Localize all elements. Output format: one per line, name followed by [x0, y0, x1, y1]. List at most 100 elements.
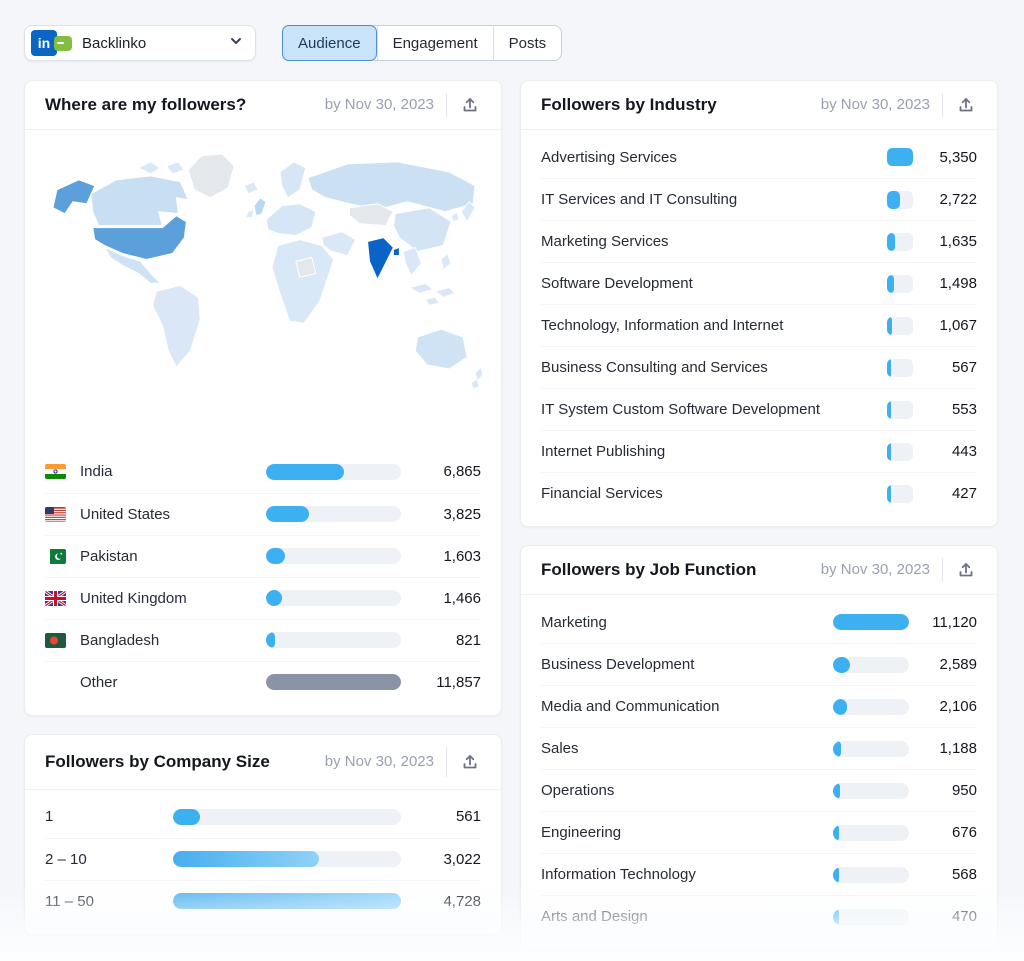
pk-flag-icon [45, 548, 66, 564]
row-value: 2,589 [939, 656, 977, 673]
tab-engagement[interactable]: Engagement [376, 26, 493, 60]
bar-fill [266, 632, 276, 649]
row-value: 1,498 [939, 275, 977, 292]
list-item: India 6,865 [45, 451, 481, 493]
card-date: by Nov 30, 2023 [324, 752, 434, 770]
bar-fill [887, 358, 891, 377]
row-label: Arts and Design [541, 908, 648, 925]
export-button[interactable] [459, 94, 481, 116]
row-value: 1,188 [939, 740, 977, 757]
bar-fill [887, 442, 891, 461]
bar-track [887, 484, 913, 503]
us-flag-icon [45, 506, 66, 522]
right-column: Followers by Industry by Nov 30, 2023 Ad… [520, 80, 998, 950]
row-value: 11,120 [932, 613, 977, 631]
tab-posts[interactable]: Posts [492, 26, 562, 60]
card-title: Followers by Job Function [541, 559, 757, 579]
row-label: IT System Custom Software Development [541, 401, 820, 418]
card-followers-company-size: Followers by Company Size by Nov 30, 202… [24, 733, 502, 935]
bar-fill [266, 590, 283, 607]
bar-track [266, 590, 401, 607]
bar-fill [887, 400, 891, 419]
row-value: 553 [951, 401, 977, 418]
bar-track [887, 232, 913, 251]
topbar: in Backlinko Audience Engagement Posts [0, 0, 1024, 80]
row-value: 950 [951, 782, 977, 799]
world-map[interactable] [25, 130, 501, 445]
card-date: by Nov 30, 2023 [820, 561, 930, 579]
row-label: Sales [541, 740, 579, 757]
bar-fill [266, 506, 310, 523]
header-divider [446, 746, 447, 777]
bar-fill [833, 740, 842, 757]
row-value: 568 [951, 866, 977, 883]
row-label: IT Services and IT Consulting [541, 191, 738, 208]
bar-track [887, 274, 913, 293]
bar-track [266, 632, 401, 649]
account-dropdown[interactable]: in Backlinko [24, 25, 256, 61]
card-header: Where are my followers? by Nov 30, 2023 [25, 81, 501, 130]
list-item: 1 561 [45, 796, 481, 838]
bar-fill [887, 484, 891, 503]
export-button[interactable] [955, 94, 977, 116]
row-label: Marketing Services [541, 233, 669, 250]
row-label: Information Technology [541, 866, 696, 883]
export-icon [959, 98, 973, 112]
row-label: 11 – 50 [45, 892, 94, 910]
card-title: Followers by Company Size [45, 751, 270, 771]
chevron-down-icon [229, 34, 243, 53]
bar-fill [887, 274, 895, 293]
list-item: Marketing 11,120 [541, 601, 977, 643]
row-value: 1,635 [939, 233, 977, 250]
row-label: Bangladesh [80, 631, 160, 649]
row-label: Business Consulting and Services [541, 359, 768, 376]
social-tracker-badge-icon [54, 36, 72, 51]
row-value: 2,106 [939, 698, 977, 715]
bar-track [833, 656, 909, 673]
row-value: 427 [951, 485, 977, 502]
bar-track [173, 893, 401, 910]
export-button[interactable] [955, 559, 977, 581]
list-item: United States 3,825 [45, 492, 481, 535]
list-item: Bangladesh 821 [45, 618, 481, 661]
row-value: 443 [951, 443, 977, 460]
header-divider [942, 558, 943, 582]
bar-track [833, 698, 909, 715]
row-value: 2,722 [939, 191, 977, 208]
list-item: Financial Services 427 [541, 472, 977, 514]
bar-track [266, 463, 401, 480]
card-header: Followers by Company Size by Nov 30, 202… [25, 735, 501, 790]
bar-fill [173, 851, 319, 868]
bar-fill [173, 808, 201, 825]
company-size-list: 1 561 2 – 10 3,022 11 – 50 4,728 [25, 790, 501, 934]
bar-track [266, 674, 401, 691]
row-value: 1,067 [939, 317, 977, 334]
row-label: Technology, Information and Internet [541, 317, 784, 334]
card-followers-geography: Where are my followers? by Nov 30, 2023 [24, 80, 502, 716]
card-title: Where are my followers? [45, 94, 247, 114]
bar-fill [266, 548, 285, 565]
row-label: Operations [541, 782, 615, 799]
bar-fill [266, 463, 345, 480]
bar-track [266, 506, 401, 523]
bd-flag-icon [45, 632, 66, 648]
bar-track [887, 190, 913, 209]
row-value: 821 [455, 631, 481, 649]
list-item: 11 – 50 4,728 [45, 879, 481, 922]
bar-fill [833, 656, 851, 673]
row-value: 4,728 [443, 892, 481, 910]
list-item: Operations 950 [541, 769, 977, 811]
row-label: Internet Publishing [541, 443, 666, 460]
row-label: Business Development [541, 656, 695, 673]
export-icon [463, 754, 477, 769]
export-button[interactable] [459, 751, 481, 773]
list-item: Pakistan 1,603 [45, 534, 481, 577]
list-item: Internet Publishing 443 [541, 430, 977, 472]
row-label: Advertising Services [541, 148, 677, 166]
list-item: Sales 1,188 [541, 727, 977, 769]
bar-track [833, 740, 909, 757]
bar-track [887, 316, 913, 335]
row-label: Marketing [541, 613, 607, 631]
bar-track [887, 148, 913, 166]
tab-audience[interactable]: Audience [282, 25, 377, 61]
